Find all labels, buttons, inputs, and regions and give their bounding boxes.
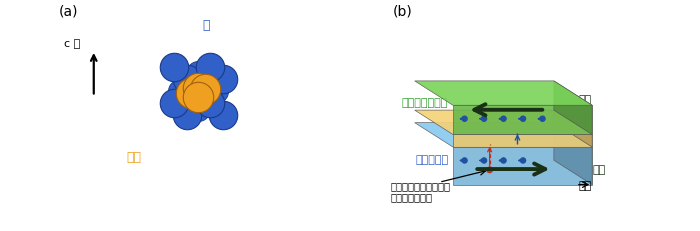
Text: c 軸: c 軸 bbox=[64, 39, 80, 49]
Point bbox=[181, 78, 193, 82]
Point bbox=[168, 102, 179, 106]
Point bbox=[211, 90, 222, 94]
Polygon shape bbox=[414, 123, 592, 147]
Point bbox=[193, 72, 204, 76]
Polygon shape bbox=[554, 82, 592, 135]
Point bbox=[193, 95, 204, 99]
Point bbox=[186, 92, 197, 95]
Polygon shape bbox=[414, 111, 592, 135]
Point bbox=[204, 102, 216, 106]
Text: (a): (a) bbox=[59, 5, 78, 18]
Polygon shape bbox=[453, 106, 592, 135]
Polygon shape bbox=[554, 111, 592, 147]
Circle shape bbox=[539, 116, 546, 122]
Text: 白金: 白金 bbox=[126, 150, 141, 163]
Text: スピン異常ホール効果
によるスピン流: スピン異常ホール効果 によるスピン流 bbox=[391, 180, 450, 202]
Polygon shape bbox=[554, 123, 592, 185]
Text: 電流: 電流 bbox=[578, 180, 592, 190]
Circle shape bbox=[500, 158, 507, 164]
Text: 鉄ニッケル合金: 鉄ニッケル合金 bbox=[402, 97, 448, 108]
Polygon shape bbox=[414, 82, 592, 106]
Point bbox=[193, 108, 204, 112]
Text: (b): (b) bbox=[393, 5, 412, 18]
Circle shape bbox=[486, 167, 493, 174]
Point bbox=[199, 88, 211, 92]
Point bbox=[186, 84, 197, 88]
Point bbox=[204, 66, 216, 70]
Text: 磁化: 磁化 bbox=[578, 95, 592, 105]
Text: 鉄: 鉄 bbox=[203, 18, 210, 31]
Point bbox=[217, 78, 228, 82]
Point bbox=[217, 114, 228, 117]
Circle shape bbox=[520, 158, 526, 164]
Circle shape bbox=[481, 116, 487, 122]
Point bbox=[199, 96, 210, 99]
Polygon shape bbox=[453, 135, 592, 147]
Circle shape bbox=[461, 116, 468, 122]
Circle shape bbox=[500, 116, 507, 122]
Point bbox=[168, 66, 179, 70]
Circle shape bbox=[461, 158, 468, 164]
Text: 銅: 銅 bbox=[460, 122, 466, 132]
Polygon shape bbox=[453, 147, 592, 185]
Circle shape bbox=[481, 158, 487, 164]
Point bbox=[181, 114, 193, 117]
Text: 鉄白金合金: 鉄白金合金 bbox=[415, 154, 448, 164]
Circle shape bbox=[520, 116, 526, 122]
Text: 磁化: 磁化 bbox=[592, 164, 606, 174]
Point bbox=[174, 90, 186, 94]
Point bbox=[193, 86, 204, 90]
